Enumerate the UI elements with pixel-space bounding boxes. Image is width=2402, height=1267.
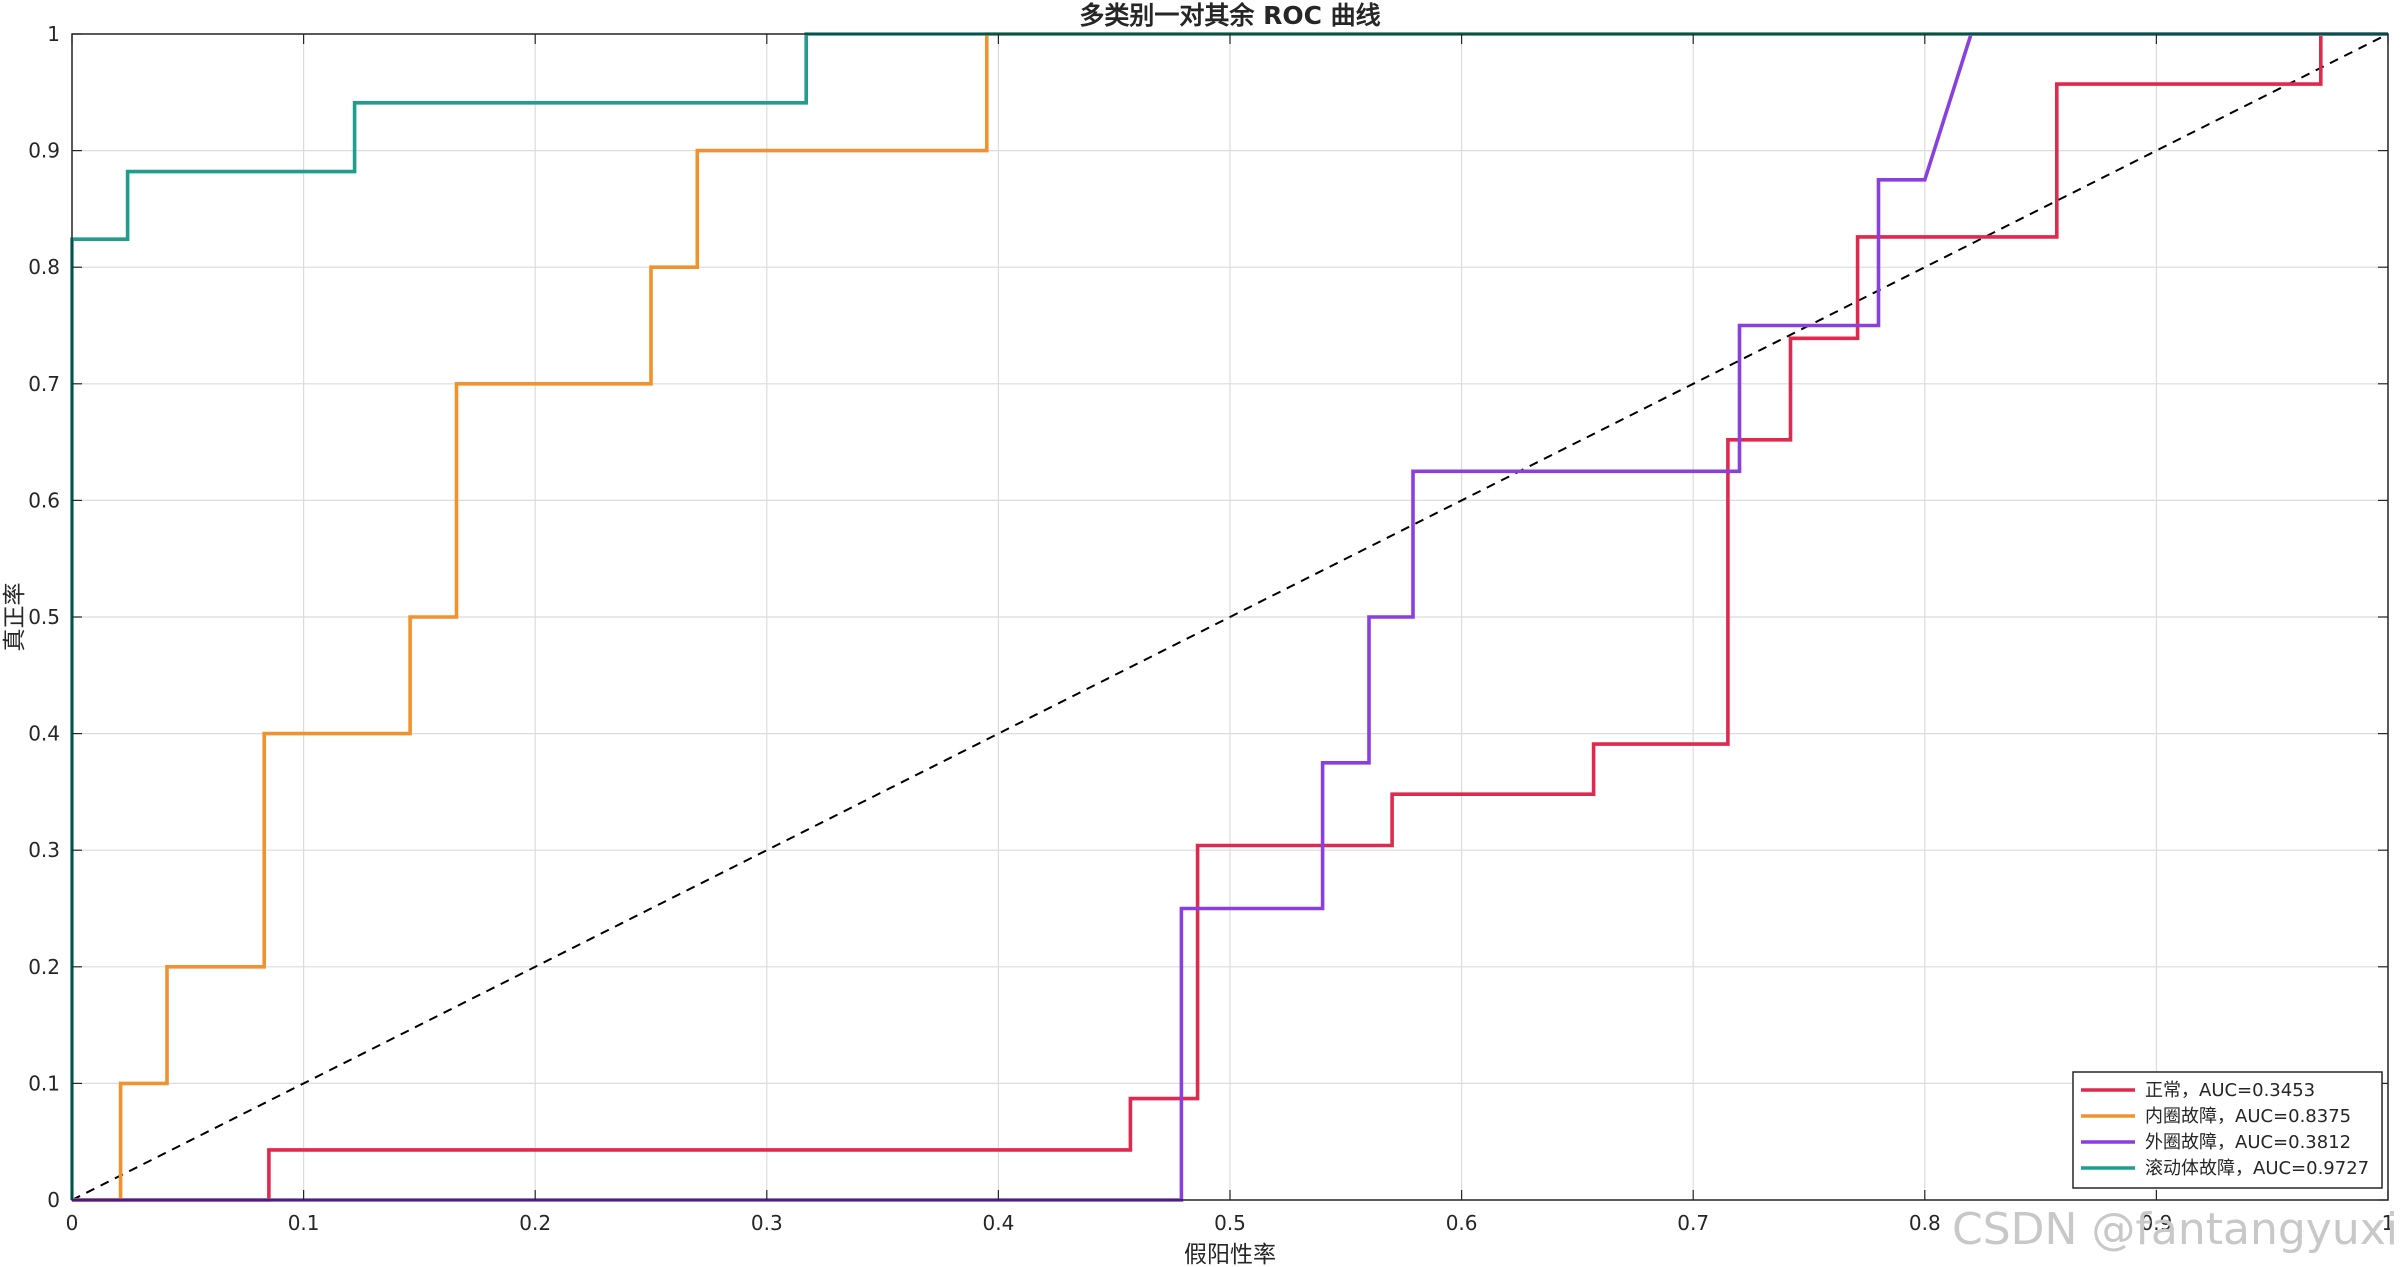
x-tick-label: 0.7 xyxy=(1677,1211,1709,1235)
chance-diagonal-line xyxy=(71,33,2389,1201)
y-tick-label: 0.7 xyxy=(28,372,60,396)
diagonal-reference xyxy=(71,33,2389,1201)
series-line-3 xyxy=(70,32,2388,1200)
y-tick-label: 0.3 xyxy=(28,838,60,862)
legend-label-1: 内圈故障，AUC=0.8375 xyxy=(2145,1106,2351,1127)
legend-label-0: 正常，AUC=0.3453 xyxy=(2145,1080,2315,1101)
y-tick-label: 1 xyxy=(47,22,60,46)
y-tick-label: 0.4 xyxy=(28,722,60,746)
legend-label-2: 外圈故障，AUC=0.3812 xyxy=(2145,1132,2351,1153)
x-tick-label: 0.8 xyxy=(1909,1211,1941,1235)
series-line-0 xyxy=(72,32,2388,1202)
series-lines xyxy=(70,32,2388,1202)
watermark: CSDN @fantangyuxi xyxy=(1952,1204,2398,1255)
x-tick-label: 0.9 xyxy=(2140,1211,2172,1235)
x-tick-label: 0.2 xyxy=(519,1211,551,1235)
x-axis-label: 假阳性率 xyxy=(1184,1242,1276,1267)
y-axis-label: 真正率 xyxy=(2,583,28,652)
y-tick-label: 0.6 xyxy=(28,488,60,512)
chart-title: 多类别一对其余 ROC 曲线 xyxy=(1079,1,1380,30)
y-axis-ticks: 0 0.1 0.2 0.3 0.4 0.5 0.6 0.7 0.8 0.9 1 xyxy=(28,22,2388,1212)
x-tick-label: 1 xyxy=(2382,1211,2395,1235)
series-line-2 xyxy=(72,32,2388,1202)
y-tick-label: 0.8 xyxy=(28,255,60,279)
x-axis-ticks: 0 0.1 0.2 0.3 0.4 0.5 0.6 0.7 0.8 0.9 1 xyxy=(66,34,2395,1235)
y-tick-label: 0.5 xyxy=(28,605,60,629)
x-tick-label: 0.4 xyxy=(982,1211,1014,1235)
y-tick-label: 0.1 xyxy=(28,1071,60,1095)
y-tick-label: 0.9 xyxy=(28,139,60,163)
legend-label-3: 滚动体故障，AUC=0.9727 xyxy=(2145,1158,2369,1179)
x-tick-label: 0.3 xyxy=(751,1211,783,1235)
legend: 正常，AUC=0.3453 内圈故障，AUC=0.8375 外圈故障，AUC=0.3… xyxy=(2072,1071,2383,1189)
y-tick-label: 0.2 xyxy=(28,955,60,979)
x-tick-label: 0 xyxy=(66,1211,79,1235)
y-tick-label: 0 xyxy=(47,1188,60,1212)
x-tick-label: 0.5 xyxy=(1214,1211,1246,1235)
series-line-1 xyxy=(72,32,2388,1202)
x-tick-label: 0.6 xyxy=(1446,1211,1478,1235)
x-tick-label: 0.1 xyxy=(288,1211,320,1235)
